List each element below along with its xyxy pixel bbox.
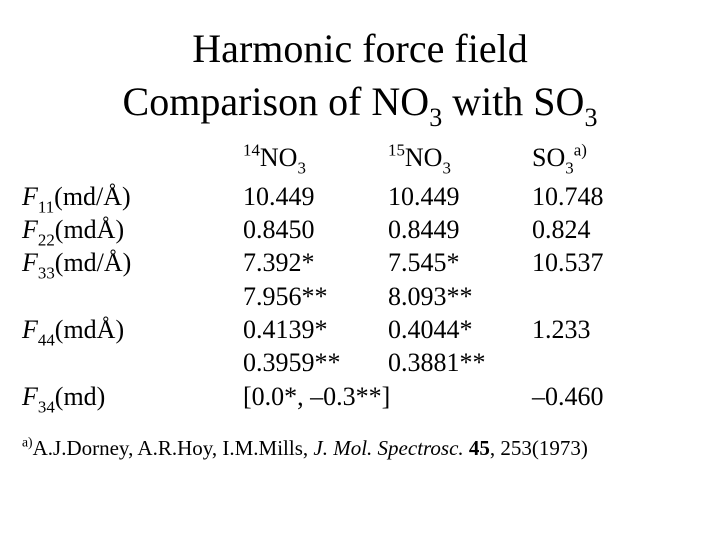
text-part: 10.748 (532, 182, 604, 211)
text-part: 0.8450 (243, 215, 315, 244)
footnote: a)A.J.Dorney, A.R.Hoy, I.M.Mills, J. Mol… (22, 435, 588, 460)
text-part: 3 (429, 103, 442, 132)
column-header: 14NO3 (243, 141, 306, 178)
text-part: 0.824 (532, 215, 591, 244)
text-part: a) (574, 141, 587, 160)
text-part: –0.460 (531, 382, 604, 411)
column-header: SO3a) (532, 141, 587, 178)
text-part: 7.545* (388, 248, 460, 277)
text-part: 0.3881** (388, 348, 486, 377)
text-part: 22 (38, 230, 55, 249)
text-part: 34 (38, 397, 55, 416)
column-header: 15NO3 (388, 141, 451, 178)
row-label: F11(md/Å) (21, 182, 131, 216)
text-part: 15 (388, 141, 405, 160)
text-part: 0.4044* (388, 315, 473, 344)
text-part: 1.233 (532, 315, 591, 344)
table-cell: 0.4044* (388, 315, 473, 344)
text-part: SO (532, 143, 565, 172)
text-part: A.J.Dorney, A.R.Hoy, I.M.Mills, (33, 436, 314, 460)
table-cell: 10.748 (532, 182, 604, 211)
text-part: J. Mol. Spectrosc. (313, 436, 463, 460)
text-part: 0.8449 (388, 215, 460, 244)
text-part: 7.392* (243, 248, 315, 277)
text-part: 3 (442, 158, 450, 177)
text-part: 10.537 (532, 248, 604, 277)
table-cell: 10.449 (243, 182, 315, 211)
table-cell: 0.3959** (243, 348, 341, 377)
row-label: F33(md/Å) (21, 248, 131, 282)
text-part: a) (22, 435, 33, 451)
table-cell: 0.4139* (243, 315, 328, 344)
text-part: 10.449 (243, 182, 315, 211)
text-part: Harmonic force field (192, 26, 527, 71)
text-part: 8.093** (388, 282, 473, 311)
text-part: NO (260, 143, 298, 172)
table-cell: 7.392* (243, 248, 315, 277)
text-part: 33 (38, 263, 55, 282)
text-part: 3 (565, 158, 573, 177)
title-line: Comparison of NO3 with SO3 (123, 79, 598, 132)
text-part: (mdÅ) (55, 215, 124, 244)
text-part: 45 (464, 436, 490, 460)
text-part: (md/Å) (55, 248, 132, 277)
table-cell: 0.824 (532, 215, 591, 244)
text-part: 10.449 (388, 182, 460, 211)
text-part: NO (405, 143, 443, 172)
table-cell: –0.460 (531, 382, 604, 411)
text-part: 3 (584, 103, 597, 132)
text-part: F (21, 215, 39, 244)
text-part: F (21, 182, 39, 211)
table-cell: 7.956** (243, 282, 328, 311)
table-cell: 10.537 (532, 248, 604, 277)
row-label: F44(mdÅ) (21, 315, 124, 349)
table-cell: 7.545* (388, 248, 460, 277)
text-part: (md/Å) (54, 182, 131, 211)
text-part: F (21, 315, 39, 344)
table-cell: 1.233 (532, 315, 591, 344)
text-part: (mdÅ) (55, 315, 124, 344)
text-part: 0.3959** (243, 348, 341, 377)
text-part: (md) (55, 382, 106, 411)
table-cell: [0.0*, –0.3**] (243, 382, 390, 411)
text-part: 14 (243, 141, 260, 160)
text-part: 11 (38, 197, 54, 216)
row-label: F34(md) (21, 382, 105, 416)
text-part: Comparison of NO (123, 79, 430, 124)
text-part: with SO (442, 79, 584, 124)
table-cell: 8.093** (388, 282, 473, 311)
title-line: Harmonic force field (192, 26, 527, 71)
text-part: F (21, 248, 39, 277)
table-cell: 0.3881** (388, 348, 486, 377)
text-part: 7.956** (243, 282, 328, 311)
table-cell: 0.8450 (243, 215, 315, 244)
table-cell: 10.449 (388, 182, 460, 211)
text-part: , 253(1973) (490, 436, 588, 460)
text-part: 0.4139* (243, 315, 328, 344)
table-cell: 0.8449 (388, 215, 460, 244)
text-part: 44 (38, 330, 55, 349)
text-part: [0.0*, –0.3**] (243, 382, 390, 411)
text-part: 3 (297, 158, 305, 177)
row-label: F22(mdÅ) (21, 215, 124, 249)
text-part: F (21, 382, 39, 411)
